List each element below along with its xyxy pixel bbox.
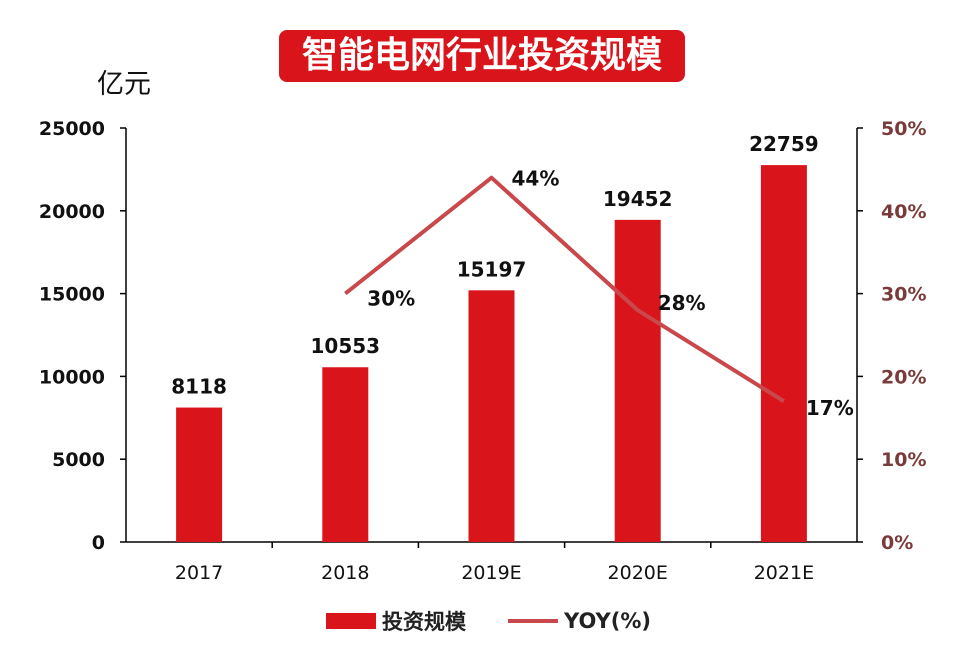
bar xyxy=(322,367,369,542)
bar xyxy=(614,219,661,542)
y-tick-label: 25000 xyxy=(39,118,105,140)
yoy-line xyxy=(344,175,785,403)
y2-tick-label: 10% xyxy=(881,449,926,471)
bar xyxy=(468,290,515,542)
y-tick-label: 10000 xyxy=(39,366,105,388)
bar-value-label: 19452 xyxy=(603,187,673,211)
x-tick-label: 2021E xyxy=(754,562,814,584)
yoy-value-label: 44% xyxy=(512,167,560,191)
legend-bar-swatch xyxy=(326,613,376,629)
y2-tick-label: 20% xyxy=(881,366,926,388)
y2-tick-label: 50% xyxy=(881,118,926,140)
x-tick-label: 2020E xyxy=(608,562,668,584)
y-tick-label: 5000 xyxy=(52,449,105,471)
legend-line-swatch xyxy=(508,619,558,623)
bar-value-label: 10553 xyxy=(311,334,381,358)
y-tick-label: 15000 xyxy=(39,284,105,306)
bar xyxy=(176,407,223,542)
legend-bar-label: 投资规模 xyxy=(382,610,466,634)
bar-value-label: 8118 xyxy=(171,375,227,399)
y-tick-label: 0 xyxy=(92,532,105,554)
legend-line-label: YOY(%) xyxy=(564,609,652,633)
bar-value-label: 15197 xyxy=(457,257,527,281)
bar xyxy=(760,165,807,542)
legend-item-line: YOY(%) xyxy=(508,604,651,638)
yoy-value-label: 30% xyxy=(367,287,415,311)
y2-tick-label: 30% xyxy=(881,284,926,306)
x-tick-label: 2017 xyxy=(175,562,223,584)
bar-value-label: 22759 xyxy=(749,132,819,156)
yoy-value-label: 28% xyxy=(658,291,706,315)
x-tick-label: 2018 xyxy=(321,562,369,584)
y2-tick-label: 40% xyxy=(881,201,926,223)
y-tick-label: 20000 xyxy=(39,201,105,223)
y-axis-unit-label: 亿元 xyxy=(97,69,151,100)
x-tick-label: 2019E xyxy=(461,562,521,584)
legend-item-bar: 投资规模 xyxy=(326,604,466,638)
yoy-value-label: 17% xyxy=(806,396,854,420)
chart-title: 智能电网行业投资规模 xyxy=(279,30,685,82)
y2-tick-label: 0% xyxy=(881,532,913,554)
